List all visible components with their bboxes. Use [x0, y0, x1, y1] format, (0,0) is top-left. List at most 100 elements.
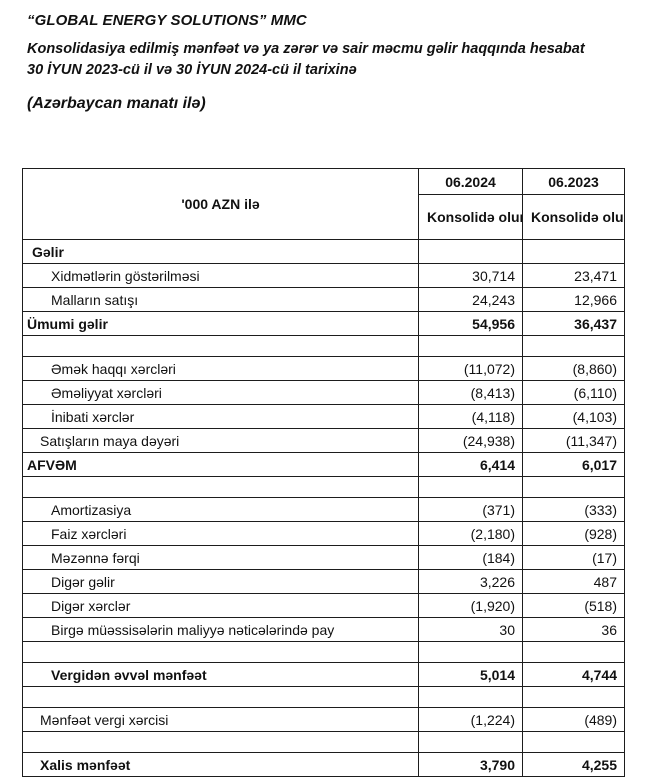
value-2023: (17) — [522, 545, 625, 570]
value-2024 — [418, 476, 523, 498]
row-label: Digər xərclər — [22, 593, 419, 618]
value-2023 — [522, 731, 625, 753]
table-row: Xalis mənfəət 3,790 4,255 — [22, 752, 625, 777]
row-label: Digər gəlir — [22, 569, 419, 594]
row-label: Xidmətlərin göstərilməsi — [22, 263, 419, 288]
value-2024: 54,956 — [418, 311, 523, 336]
value-2023: 4,255 — [522, 752, 625, 777]
value-2024 — [418, 686, 523, 708]
row-label — [22, 476, 419, 498]
value-2023: 4,744 — [522, 662, 625, 687]
table-body: Gəlir Xidmətlərin göstərilməsi 30,714 23,47… — [22, 239, 625, 777]
value-2023 — [522, 335, 625, 357]
report-title: Konsolidasiya edilmiş mənfəət və ya zərə… — [27, 41, 585, 79]
table-row: Məzənnə fərqi (184) (17) — [22, 545, 625, 570]
value-2023: 487 — [522, 569, 625, 594]
subheader-row: Konsolidə olunmuş Konsolidə olunmuş — [23, 194, 625, 240]
value-2024: (1,920) — [418, 593, 523, 618]
table-row: İnibati xərclər (4,118) (4,103) — [22, 404, 625, 429]
value-2024: (184) — [418, 545, 523, 570]
consolidated-2023-cell: Konsolidə olunmuş — [522, 194, 625, 240]
spacer-row — [22, 335, 625, 357]
value-2024: (8,413) — [418, 380, 523, 405]
unit-label-cell: '000 AZN ilə — [22, 168, 419, 240]
value-2024: (2,180) — [418, 521, 523, 546]
value-2023: 36,437 — [522, 311, 625, 336]
value-2024 — [418, 335, 523, 357]
table-row: Xidmətlərin göstərilməsi 30,714 23,471 — [22, 263, 625, 288]
period-2024-cell: 06.2024 — [418, 168, 523, 195]
company-name: “GLOBAL ENERGY SOLUTIONS” MMC — [27, 12, 307, 29]
row-label: Gəlir — [22, 239, 419, 264]
spacer-row — [22, 641, 625, 663]
value-2024: (371) — [418, 497, 523, 522]
spacer-row — [22, 686, 625, 708]
value-2024: 6,414 — [418, 452, 523, 477]
row-label: İnibati xərclər — [22, 404, 419, 429]
spacer-row — [22, 731, 625, 753]
row-label: Əmək haqqı xərcləri — [22, 356, 419, 381]
value-2024 — [418, 641, 523, 663]
table-row: Əmək haqqı xərcləri (11,072) (8,860) — [22, 356, 625, 381]
row-label: AFVƏM — [22, 452, 419, 477]
value-2024: (11,072) — [418, 356, 523, 381]
value-2023: (11,347) — [522, 428, 625, 453]
value-2023: 23,471 — [522, 263, 625, 288]
value-2024: 24,243 — [418, 287, 523, 312]
table-row: Mənfəət vergi xərcisi (1,224) (489) — [22, 707, 625, 732]
value-2024: (4,118) — [418, 404, 523, 429]
value-2023 — [522, 476, 625, 498]
table-row: Ümumi gəlir 54,956 36,437 — [22, 311, 625, 336]
value-2023: (333) — [522, 497, 625, 522]
value-2023: (6,110) — [522, 380, 625, 405]
row-label — [22, 641, 419, 663]
row-label: Faiz xərcləri — [22, 521, 419, 546]
table-row: Digər gəlir 3,226 487 — [22, 569, 625, 594]
value-2024: 30,714 — [418, 263, 523, 288]
value-2023: 12,966 — [522, 287, 625, 312]
table-row: Faiz xərcləri (2,180) (928) — [22, 521, 625, 546]
table-row: Birgə müəssisələrin maliyyə nəticələrind… — [22, 617, 625, 642]
row-label: Amortizasiya — [22, 497, 419, 522]
row-label: Məzənnə fərqi — [22, 545, 419, 570]
row-label: Xalis mənfəət — [22, 752, 419, 777]
period-2023-cell: 06.2023 — [522, 168, 625, 195]
table-row: Vergidən əvvəl mənfəət 5,014 4,744 — [22, 662, 625, 687]
table-row: Əməliyyat xərcləri (8,413) (6,110) — [22, 380, 625, 405]
table-row: Gəlir — [22, 239, 625, 264]
value-2024: (24,938) — [418, 428, 523, 453]
table-row: Amortizasiya (371) (333) — [22, 497, 625, 522]
value-2024 — [418, 731, 523, 753]
row-label: Vergidən əvvəl mənfəət — [22, 662, 419, 687]
row-label: Əməliyyat xərcləri — [22, 380, 419, 405]
table-row: Digər xərclər (1,920) (518) — [22, 593, 625, 618]
value-2023: (518) — [522, 593, 625, 618]
row-label: Birgə müəssisələrin maliyyə nəticələrind… — [22, 617, 419, 642]
value-2024: 3,790 — [418, 752, 523, 777]
value-2024: 30 — [418, 617, 523, 642]
table-row: Malların satışı 24,243 12,966 — [22, 287, 625, 312]
value-2023: 36 — [522, 617, 625, 642]
document-header: “GLOBAL ENERGY SOLUTIONS” MMC Konsolidas… — [27, 12, 636, 81]
value-2024: (1,224) — [418, 707, 523, 732]
income-statement-table: '000 AZN ilə 06.2024 06.2023 Konsolidə o… — [22, 168, 625, 777]
value-2023: (8,860) — [522, 356, 625, 381]
value-2023: (489) — [522, 707, 625, 732]
row-label: Satışların maya dəyəri — [22, 428, 419, 453]
currency-note: (Azərbaycan manatı ilə) — [27, 95, 206, 112]
row-label — [22, 731, 419, 753]
consolidated-2024-cell: Konsolidə olunmuş — [418, 194, 523, 240]
value-2024: 5,014 — [418, 662, 523, 687]
value-2023 — [522, 641, 625, 663]
spacer-row — [22, 476, 625, 498]
value-2024 — [418, 239, 523, 264]
table-header: '000 AZN ilə 06.2024 06.2023 Konsolidə o… — [22, 168, 625, 240]
row-label — [22, 335, 419, 357]
value-2024: 3,226 — [418, 569, 523, 594]
table-row: Satışların maya dəyəri (24,938) (11,347) — [22, 428, 625, 453]
table-row: AFVƏM 6,414 6,017 — [22, 452, 625, 477]
value-2023 — [522, 686, 625, 708]
value-2023 — [522, 239, 625, 264]
row-label: Mənfəət vergi xərcisi — [22, 707, 419, 732]
